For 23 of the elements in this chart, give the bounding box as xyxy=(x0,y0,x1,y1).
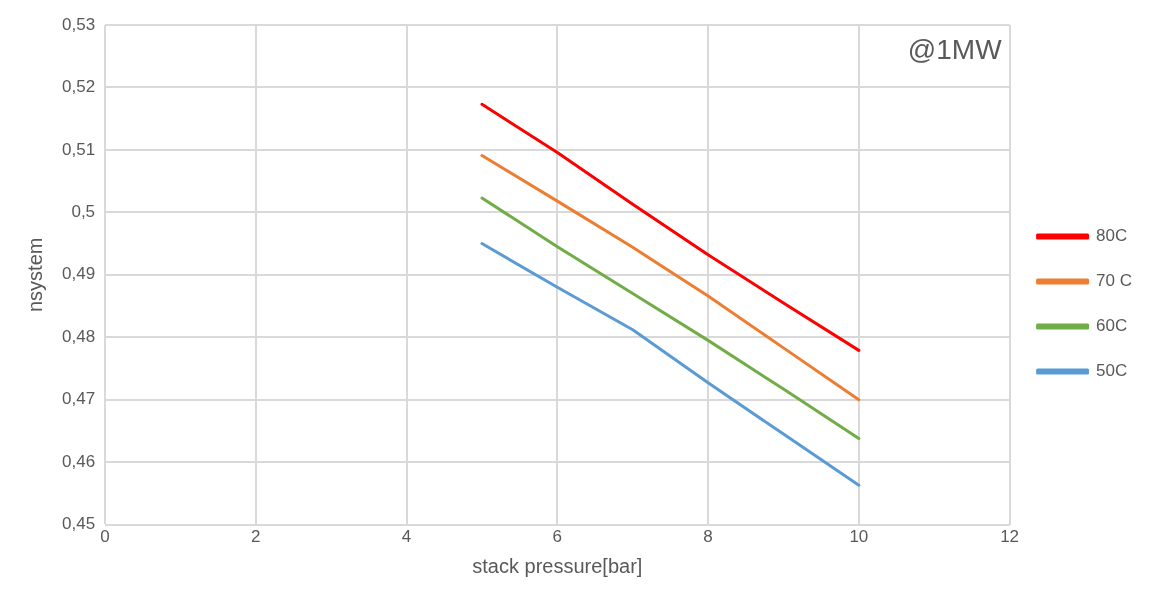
x-tick-label: 4 xyxy=(401,527,412,547)
annotation: @1MW xyxy=(907,33,1003,65)
y-tick-label: 0,53 xyxy=(61,14,96,34)
legend-label: 80C xyxy=(1096,226,1128,246)
x-tick-label: 2 xyxy=(251,527,261,547)
x-axis-title: stack pressure[bar] xyxy=(472,554,643,577)
y-tick-label: 0,46 xyxy=(61,451,96,471)
x-tick-label: 0 xyxy=(100,527,110,547)
x-tick-label: 8 xyxy=(703,527,713,547)
legend-label: 60C xyxy=(1096,316,1128,336)
y-tick-label: 0,47 xyxy=(61,389,96,409)
y-axis-title: nsystem xyxy=(23,237,46,313)
y-tick-label: 0,45 xyxy=(61,514,96,534)
y-tick-label: 0,52 xyxy=(61,77,96,97)
legend-label: 70 C xyxy=(1096,271,1133,291)
x-tick-label: 6 xyxy=(552,527,563,547)
y-tick-label: 0,48 xyxy=(61,326,96,346)
y-tick-label: 0,5 xyxy=(71,202,96,222)
x-tick-label: 10 xyxy=(849,527,869,547)
legend-label: 50C xyxy=(1096,361,1128,381)
y-tick-label: 0,49 xyxy=(61,264,96,284)
y-tick-label: 0,51 xyxy=(61,139,96,159)
x-tick-label: 12 xyxy=(1000,527,1020,547)
